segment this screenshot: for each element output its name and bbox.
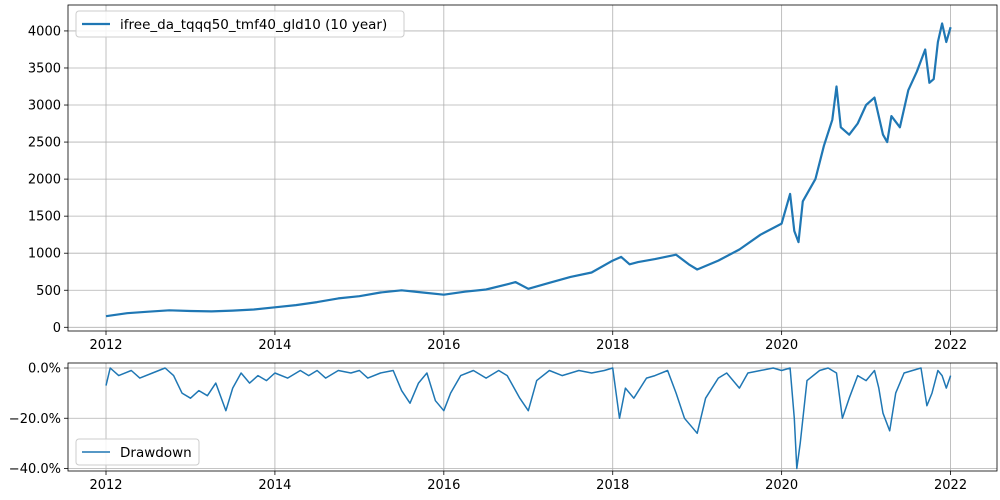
y-tick-label: 3000 [28,99,61,114]
y-tick-label: 2500 [28,136,61,151]
x-tick-label: 2016 [427,478,460,493]
y-tick-label: 0 [53,321,61,336]
axes-frame [67,4,998,332]
x-tick-label: 2012 [89,478,122,493]
y-tick-label: 1500 [28,210,61,225]
x-tick-label: 2014 [258,338,291,353]
price-panel: 2012 2014 2016 2018 2020 2022 0 500 1000 1500 2000… [28,4,998,353]
y-tick-label: 0.0% [28,362,61,377]
drawdown-panel: 2012 2014 2016 2018 2020 2022 0.0% −20.0% −40.0%… [9,362,998,493]
x-tick-label: 2018 [596,338,629,353]
y-tick-label: 3500 [28,61,61,76]
y-tick-label: 500 [36,284,61,299]
x-tick-label: 2020 [765,338,798,353]
legend: ifree_da_tqqq50_tmf40_gld10 (10 year) [75,10,405,38]
x-tick-label: 2022 [934,478,967,493]
legend-box [75,10,405,38]
y-tick-label: 1000 [28,247,61,262]
x-tick-label: 2020 [765,478,798,493]
series-line-portfolio [105,22,952,318]
x-tick-label: 2014 [258,478,291,493]
y-tick-label: −20.0% [9,412,61,427]
x-tick-label: 2018 [596,478,629,493]
x-tick-label: 2016 [427,338,460,353]
legend-label: ifree_da_tqqq50_tmf40_gld10 (10 year) [120,17,387,33]
legend-label: Drawdown [120,445,192,461]
x-tick-label: 2022 [934,338,967,353]
y-tick-label: 2000 [28,173,61,188]
legend-box [75,438,200,466]
y-tick-label: 4000 [28,24,61,39]
x-tick-label: 2012 [89,338,122,353]
legend: Drawdown [75,438,200,466]
y-tick-label: −40.0% [9,462,61,477]
axes-frame [67,362,998,472]
series-line-drawdown [105,367,952,470]
